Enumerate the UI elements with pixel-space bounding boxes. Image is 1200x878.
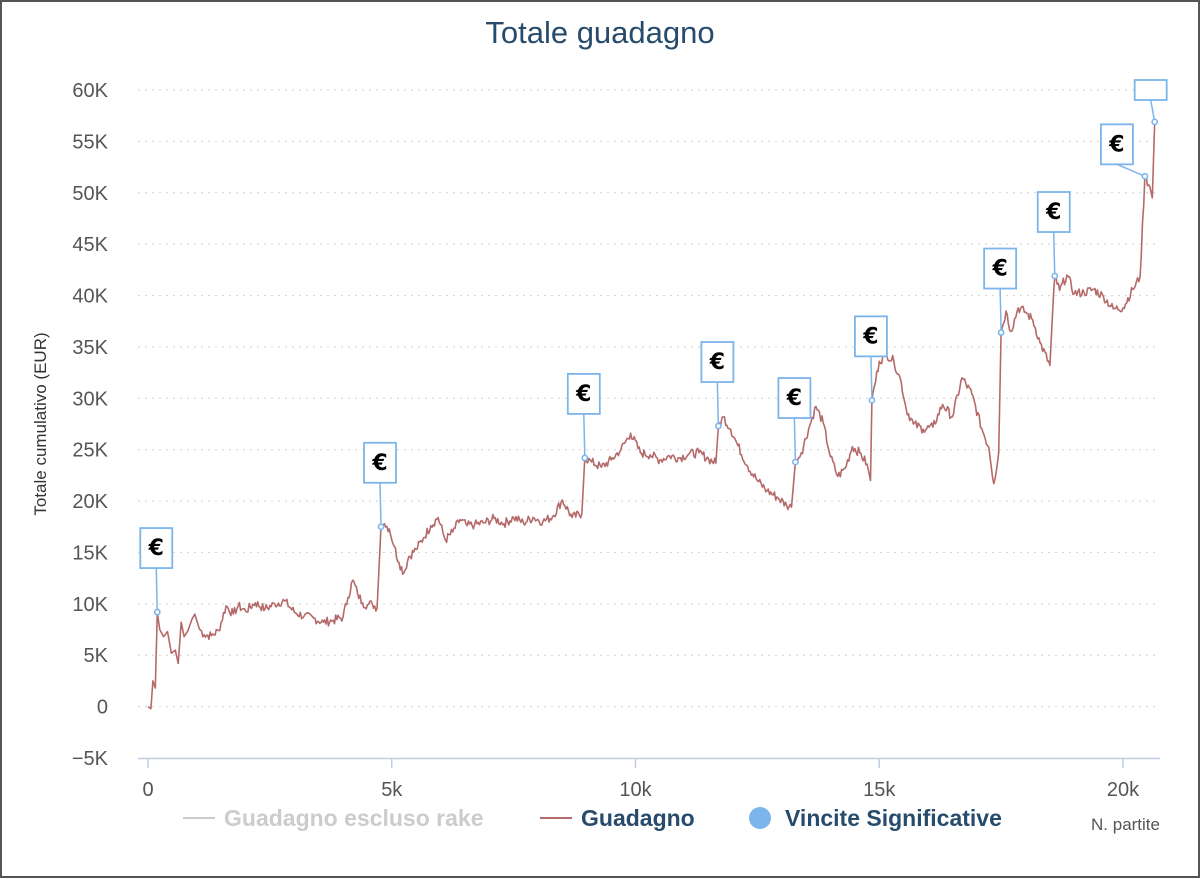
flag-box — [1036, 191, 1071, 233]
y-tick-label: 50K — [72, 183, 108, 205]
y-tick-label: 55K — [72, 131, 108, 153]
flag-marker[interactable]: € — [363, 441, 397, 531]
significant-win-point[interactable] — [997, 329, 1005, 336]
significant-win-point[interactable] — [792, 458, 799, 466]
flag-connector — [155, 568, 159, 613]
series-layer — [147, 121, 1156, 710]
flags-layer: € € € € € € € € € — [139, 79, 1168, 616]
y-tick-label: 15K — [72, 542, 108, 564]
x-tick-label: 10k — [619, 779, 652, 801]
flag-marker[interactable]: € — [566, 373, 601, 462]
flag-connector — [793, 418, 797, 463]
x-tick-label: 20k — [1107, 779, 1140, 801]
grid-lines — [138, 89, 1160, 708]
flag-box — [983, 247, 1018, 290]
flag-marker[interactable] — [1133, 79, 1168, 126]
y-tick-label: 20K — [72, 491, 108, 513]
legend-item[interactable]: Guadagno escluso rake — [183, 805, 483, 831]
significant-win-point[interactable] — [868, 396, 876, 404]
x-tick-label: 5k — [381, 779, 403, 801]
significant-win-point[interactable] — [377, 523, 385, 531]
flag-box — [854, 315, 888, 358]
y-tick-label: 30K — [72, 388, 108, 410]
flag-label: € — [709, 350, 725, 375]
flag-marker[interactable]: € — [139, 527, 174, 616]
flag-marker[interactable]: € — [700, 341, 735, 430]
flag-box — [777, 377, 812, 419]
y-tick-label: 10K — [72, 594, 108, 616]
legend-label: Guadagno — [581, 805, 695, 831]
flag-connector — [716, 382, 720, 427]
y-axis-ticks: −5K 0 5K 10K 15K 20K 25K 30K 35K 40K 45K 50K 55K 60K — [72, 80, 109, 770]
series-guadagno-line[interactable] — [147, 121, 1156, 710]
y-tick-label: 40K — [72, 286, 108, 308]
flag-marker[interactable]: € — [1036, 191, 1071, 280]
flag-box — [1100, 123, 1134, 166]
flag-label: € — [575, 382, 591, 407]
chart-title: Totale guadagno — [485, 15, 714, 50]
x-tick-label: 0 — [142, 779, 153, 801]
significant-win-point[interactable] — [1141, 172, 1149, 180]
flag-box — [139, 527, 174, 569]
legend-dot-icon — [749, 807, 771, 829]
flag-marker[interactable]: € — [854, 315, 888, 404]
flag-box — [566, 373, 601, 415]
x-axis-label: N. partite — [1091, 815, 1160, 834]
significant-win-point[interactable] — [1051, 272, 1059, 280]
y-tick-label: 60K — [72, 80, 108, 102]
x-axis: 0 5k 10k 15k 20k — [138, 757, 1160, 801]
flag-connector — [583, 413, 586, 458]
legend-item[interactable]: Vincite Significative — [749, 805, 1002, 831]
legend: Guadagno escluso rake Guadagno Vincite Sig… — [183, 805, 1002, 831]
y-tick-label: 35K — [72, 337, 108, 359]
flag-marker[interactable]: € — [777, 377, 812, 466]
flag-label: € — [1045, 200, 1061, 225]
significant-win-point[interactable] — [581, 454, 589, 462]
flag-connector — [379, 482, 382, 527]
y-tick-label: −5K — [72, 748, 109, 770]
flag-label: € — [862, 324, 878, 349]
y-tick-label: 45K — [72, 234, 108, 256]
legend-label: Vincite Significative — [785, 805, 1002, 831]
flag-connector — [999, 288, 1002, 333]
flag-box — [700, 341, 735, 383]
y-tick-label: 5K — [84, 645, 109, 667]
flag-connector — [1149, 99, 1156, 122]
flag-connector — [1053, 231, 1056, 277]
legend-item[interactable]: Guadagno — [540, 805, 695, 831]
significant-win-point[interactable] — [153, 608, 161, 616]
flag-marker[interactable]: € — [983, 247, 1018, 336]
y-axis-label: Totale cumulativo (EUR) — [31, 332, 50, 515]
y-tick-label: 0 — [97, 697, 108, 719]
x-tick-label: 15k — [863, 779, 896, 801]
flag-marker[interactable]: € — [1100, 123, 1149, 180]
flag-label: € — [148, 536, 164, 561]
flag-label: € — [991, 257, 1007, 282]
flag-box — [363, 441, 397, 484]
y-tick-label: 25K — [72, 440, 108, 462]
legend-label: Guadagno escluso rake — [224, 805, 483, 831]
flag-box — [1133, 79, 1168, 101]
significant-win-point[interactable] — [1151, 118, 1159, 126]
flag-label: € — [371, 451, 387, 476]
flag-label: € — [1108, 132, 1124, 157]
flag-label: € — [786, 386, 802, 411]
flag-connector — [870, 356, 873, 401]
flag-connector — [1116, 163, 1146, 178]
significant-win-point[interactable] — [714, 422, 722, 430]
